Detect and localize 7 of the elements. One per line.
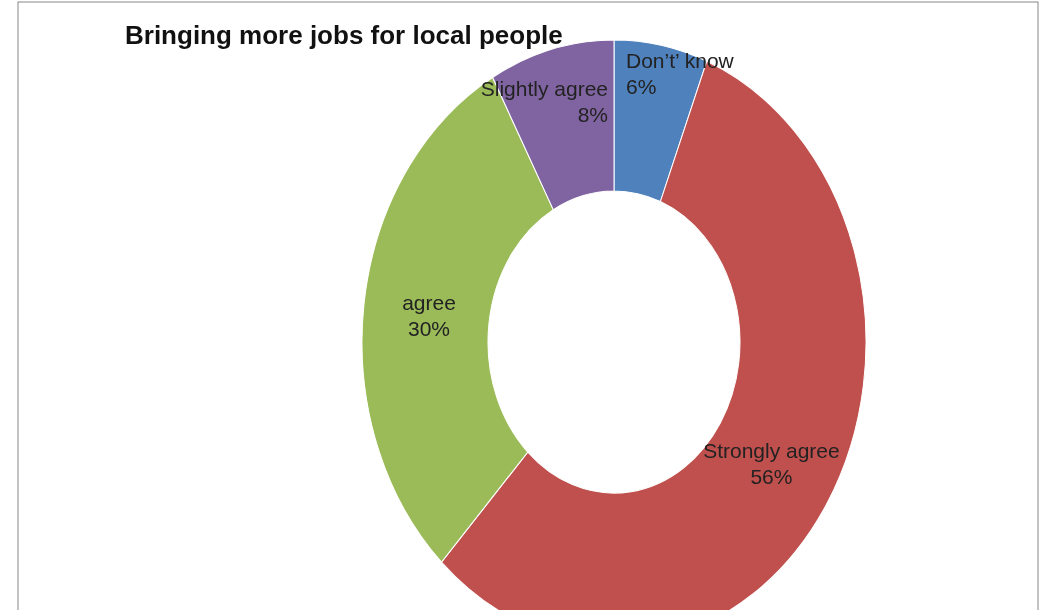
data-label: 30%: [407, 317, 451, 341]
chart-title: Bringing more jobs for local people: [125, 20, 563, 50]
slice-label: Strongly agree: [703, 438, 840, 462]
data-label: 6%: [626, 75, 657, 99]
slice-label: agree: [402, 290, 456, 314]
data-label: 8%: [577, 103, 608, 127]
data-label: 56%: [750, 464, 793, 488]
